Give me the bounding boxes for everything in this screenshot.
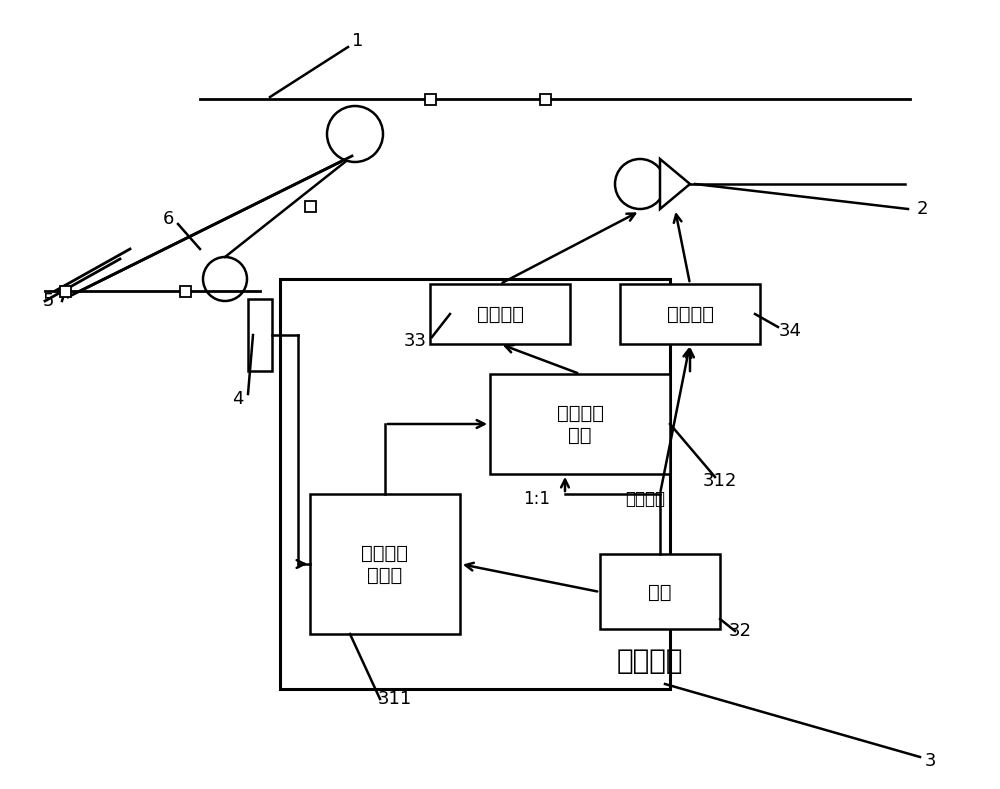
Bar [620,284,760,344]
Text: 32: 32 [728,622,752,640]
Text: 切刀从轴: 切刀从轴 [666,305,714,323]
Bar [280,279,670,689]
Text: 1:1: 1:1 [524,490,550,508]
Bar [60,286,70,297]
Text: 1: 1 [352,32,364,50]
Text: 33: 33 [404,332,426,350]
Text: 控制装置: 控制装置 [617,647,683,675]
Bar [430,284,570,344]
Bar [490,374,670,474]
Text: 6: 6 [162,210,174,228]
Text: 311: 311 [378,690,412,708]
Text: 34: 34 [778,322,802,340]
Polygon shape [660,159,690,209]
Bar [424,94,436,104]
Bar [304,200,316,211]
Bar [600,554,720,629]
Bar [540,94,550,104]
Text: 5: 5 [42,292,54,310]
Text: 虚轴位置
锁存器: 虚轴位置 锁存器 [362,544,409,585]
Text: 飞剪凸轮: 飞剪凸轮 [625,490,665,508]
Text: 4: 4 [232,390,244,408]
Bar [180,286,190,297]
Text: 拉膜从轴: 拉膜从轴 [477,305,524,323]
Text: 2: 2 [916,200,928,218]
Bar [248,299,272,371]
Text: 虚轴: 虚轴 [648,582,672,601]
Text: 从轴缩放
模块: 从轴缩放 模块 [556,403,604,444]
Bar [310,494,460,634]
Text: 312: 312 [703,472,737,490]
Text: 3: 3 [924,752,936,770]
